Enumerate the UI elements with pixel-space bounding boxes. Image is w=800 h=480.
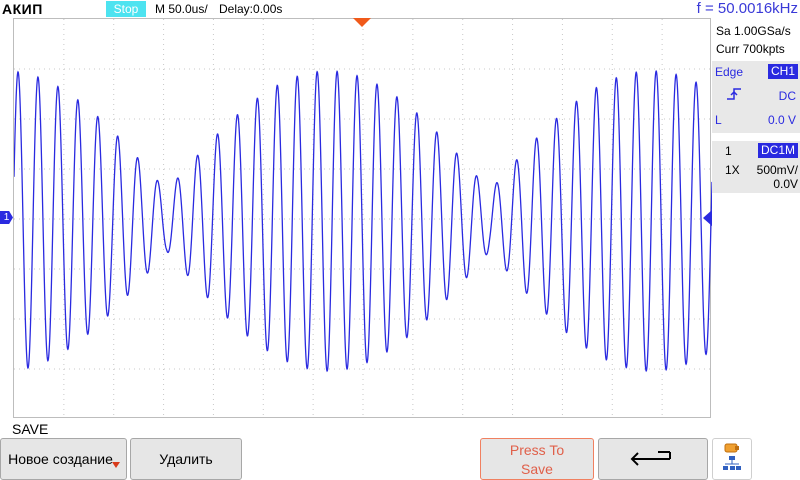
delete-label: Удалить xyxy=(159,451,213,467)
timebase-readout[interactable]: M 50.0us/ xyxy=(155,2,208,16)
press-to-save-label: Press To Save xyxy=(509,441,565,477)
status-bar: АКИП Stop M 50.0us/ Delay:0.00s f = 50.0… xyxy=(0,0,800,18)
channel1-offset: 0.0V xyxy=(773,177,798,191)
menu-title: SAVE xyxy=(12,421,49,437)
trigger-level-value: 0.0 V xyxy=(767,113,796,127)
trigger-level-label: L xyxy=(715,113,722,127)
channel1-number: 1 xyxy=(725,144,732,158)
trigger-panel[interactable]: Edge CH1 DC L 0.0 V xyxy=(712,61,800,133)
waveform-display[interactable] xyxy=(13,18,712,419)
channel1-panel[interactable]: 1 DC1M 1X 500mV/ 0.0V xyxy=(712,141,800,193)
press-to-save-button[interactable]: Press To Save xyxy=(480,438,594,480)
trigger-coupling: DC xyxy=(778,89,796,103)
submenu-indicator-icon xyxy=(112,462,120,468)
channel1-coupling-badge: DC1M xyxy=(757,143,798,158)
trigger-type: Edge xyxy=(715,65,744,79)
brand-logo: АКИП xyxy=(2,1,43,17)
run-state-badge[interactable]: Stop xyxy=(106,1,146,17)
storage-button[interactable] xyxy=(712,438,752,480)
storage-network-icon xyxy=(723,443,741,470)
trigger-position-marker-icon[interactable] xyxy=(353,18,371,27)
delete-button[interactable]: Удалить xyxy=(130,438,242,480)
channel1-ground-marker-icon[interactable]: 1 xyxy=(0,211,13,224)
channel1-probe-ratio: 1X xyxy=(725,163,740,177)
trigger-source-badge: CH1 xyxy=(767,64,798,79)
sample-rate: Sa 1.00GSa/s xyxy=(716,24,791,38)
channel1-trace xyxy=(14,69,712,373)
waveform-canvas xyxy=(14,19,712,419)
trigger-level-marker-icon[interactable] xyxy=(703,210,712,226)
new-file-button[interactable]: Новое создание xyxy=(0,438,127,480)
back-button[interactable] xyxy=(598,438,708,480)
frequency-readout: f = 50.0016kHz xyxy=(696,0,798,17)
back-arrow-icon xyxy=(630,451,671,466)
new-file-label: Новое создание xyxy=(8,451,113,467)
rising-edge-icon xyxy=(727,88,741,100)
acquisition-info: Sa 1.00GSa/s Curr 700kpts xyxy=(712,22,800,58)
memory-depth: Curr 700kpts xyxy=(716,42,785,56)
delay-readout[interactable]: Delay:0.00s xyxy=(219,2,283,16)
channel1-scale: 500mV/ xyxy=(756,163,798,177)
